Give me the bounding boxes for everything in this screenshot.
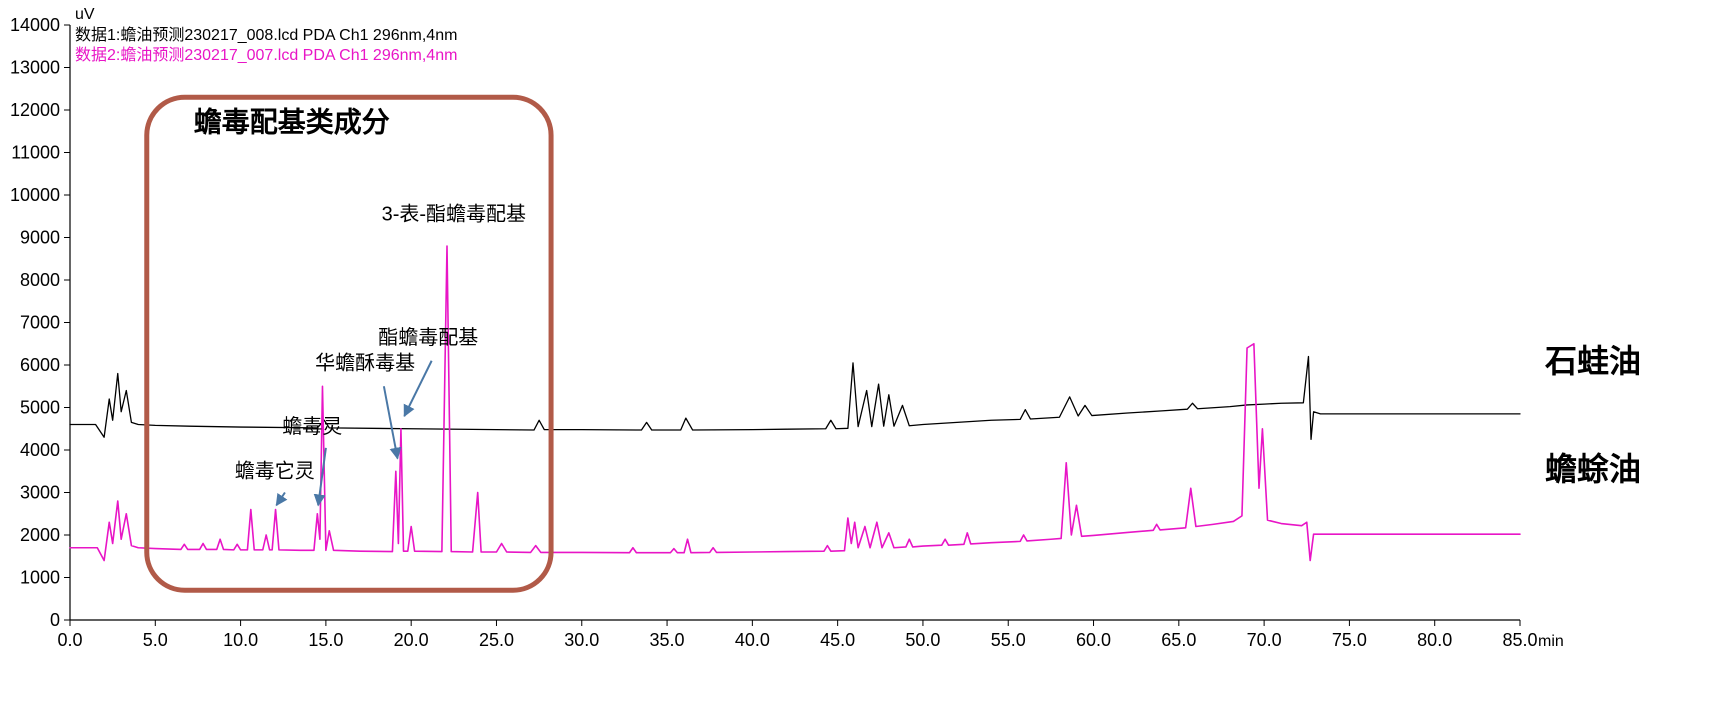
x-tick-label: 20.0	[394, 630, 429, 650]
chromatogram-chart: { "chart":{ "type":"line", "width":1734,…	[0, 0, 1734, 715]
x-tick-label: 50.0	[905, 630, 940, 650]
y-tick-label: 9000	[20, 228, 60, 248]
y-tick-label: 3000	[20, 483, 60, 503]
x-tick-label: 40.0	[735, 630, 770, 650]
peak-label-3: 蟾毒灵	[282, 415, 342, 438]
y-tick-label: 10000	[10, 185, 60, 205]
y-tick-label: 14000	[10, 15, 60, 35]
x-tick-label: 80.0	[1417, 630, 1452, 650]
x-tick-label: 60.0	[1076, 630, 1111, 650]
y-tick-label: 11000	[11, 143, 60, 163]
x-tick-label: 65.0	[1161, 630, 1196, 650]
y-tick-label: 0	[50, 610, 60, 630]
peak-label-1: 酯蟾毒配基	[378, 326, 478, 349]
legend-item-1: 数据2:蟾油预测230217_007.lcd PDA Ch1 296nm,4nm	[75, 46, 457, 64]
x-tick-label: 75.0	[1332, 630, 1367, 650]
y-tick-label: 1000	[20, 568, 60, 588]
y-tick-label: 6000	[20, 355, 60, 375]
x-tick-label: 10.0	[223, 630, 258, 650]
x-tick-label: 55.0	[991, 630, 1026, 650]
y-tick-label: 4000	[20, 440, 60, 460]
x-unit: min	[1538, 633, 1564, 650]
legend-item-0: 数据1:蟾油预测230217_008.lcd PDA Ch1 296nm,4nm	[75, 26, 457, 44]
peak-label-0: 3-表-酯蟾毒配基	[382, 203, 526, 226]
x-tick-label: 30.0	[564, 630, 599, 650]
x-tick-label: 0.0	[57, 630, 82, 650]
y-tick-label: 13000	[10, 58, 60, 78]
highlight-box-title: 蟾毒配基类成分	[194, 105, 390, 137]
y-unit: uV	[75, 6, 95, 23]
x-tick-label: 5.0	[143, 630, 168, 650]
x-tick-label: 25.0	[479, 630, 514, 650]
x-tick-label: 35.0	[650, 630, 685, 650]
chart-svg: 0 1000 2000 3000 4000 5000 6000 7000 8000 9000 100…	[0, 0, 1734, 715]
peak-arrow-2	[384, 386, 398, 458]
peak-label-2: 华蟾酥毒基	[315, 351, 415, 374]
y-tick-label: 8000	[20, 270, 60, 290]
x-tick-label: 15.0	[308, 630, 343, 650]
y-tick-label: 12000	[10, 100, 60, 120]
y-tick-label: 2000	[20, 525, 60, 545]
x-tick-label: 70.0	[1247, 630, 1282, 650]
x-tick-label: 45.0	[820, 630, 855, 650]
series-label-black: 石蛙油	[1544, 343, 1641, 379]
highlight-box	[147, 97, 551, 590]
series-label-magenta: 蟾蜍油	[1545, 451, 1641, 487]
peak-arrow-4	[276, 493, 285, 506]
y-tick-label: 7000	[20, 313, 60, 333]
peak-label-4: 蟾毒它灵	[235, 460, 315, 483]
x-tick-label: 85.0	[1502, 630, 1537, 650]
y-tick-label: 5000	[20, 398, 60, 418]
